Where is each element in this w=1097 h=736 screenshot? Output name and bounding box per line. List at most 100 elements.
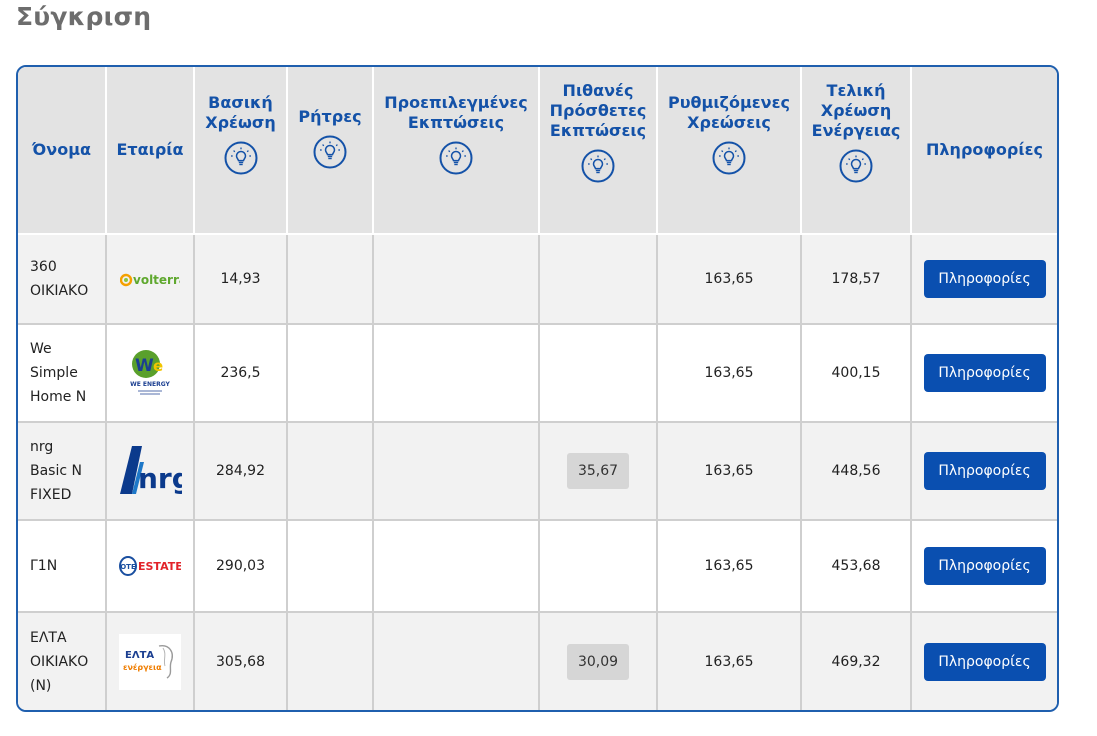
company-logo-cell: ΕΛΤΑ ενέργεια: [106, 612, 195, 710]
lightbulb-info-icon[interactable]: [712, 133, 746, 175]
extra-discounts-cell: [539, 324, 658, 423]
company-logo-cell: W e WE ENERGY: [106, 324, 195, 423]
plan-name-line: nrg: [30, 439, 54, 455]
final-charge-cell: 400,15: [801, 324, 912, 423]
lightbulb-info-icon[interactable]: [439, 133, 473, 175]
extra-discount-badge: 35,67: [567, 453, 629, 489]
clauses-cell: [287, 612, 374, 710]
plan-name-line: Home N: [30, 389, 87, 405]
default-discounts-cell: [373, 520, 540, 613]
clauses-cell: [287, 520, 374, 613]
table-row: ΕΛΤΑ ΟΙΚΙΑΚΟ (N) ΕΛΤΑ ενέργεια: [18, 612, 1057, 710]
plan-name-cell: Γ1Ν: [18, 520, 107, 613]
column-header-regulated-charges[interactable]: Ρυθμιζόμενες Χρεώσεις: [657, 67, 802, 235]
header-label: Πιθανές Πρόσθετες Εκπτώσεις: [549, 81, 647, 140]
base-charge-cell: 236,5: [194, 324, 288, 423]
table-row: nrg Basic N FIXED nrg 284,92: [18, 422, 1057, 521]
column-header-company[interactable]: Εταιρία: [106, 67, 195, 235]
lightbulb-info-icon[interactable]: [581, 141, 615, 183]
clauses-cell: [287, 234, 374, 325]
table-row: Γ1Ν OTE ESTATE 290,03 163,65 45: [18, 520, 1057, 613]
lightbulb-info-icon[interactable]: [224, 133, 258, 175]
volterra-logo-text: volterra: [133, 273, 180, 287]
default-discounts-cell: [373, 612, 540, 710]
ote-estate-logo: OTE ESTATE: [107, 555, 193, 577]
svg-text:e: e: [153, 357, 163, 375]
base-charge-cell: 305,68: [194, 612, 288, 710]
header-label: Εταιρία: [116, 140, 184, 159]
regulated-charges-cell: 163,65: [657, 324, 802, 423]
extra-discounts-cell: [539, 520, 658, 613]
plan-name-line: Γ1Ν: [30, 558, 58, 574]
clauses-cell: [287, 422, 374, 521]
column-header-extra-discounts[interactable]: Πιθανές Πρόσθετες Εκπτώσεις: [539, 67, 658, 235]
default-discounts-cell: [373, 422, 540, 521]
final-charge-cell: 453,68: [801, 520, 912, 613]
info-button[interactable]: Πληροφορίες: [923, 547, 1046, 585]
company-logo-cell: nrg: [106, 422, 195, 521]
extra-discounts-cell: 35,67: [539, 422, 658, 521]
column-header-info: Πληροφορίες: [911, 67, 1057, 235]
column-header-clauses[interactable]: Ρήτρες: [287, 67, 374, 235]
comparison-table: Όνομα Εταιρία Βασική Χρέωση Ρήτρες: [18, 67, 1057, 710]
header-label: Προεπιλεγμένες Εκπτώσεις: [384, 93, 528, 132]
info-button[interactable]: Πληροφορίες: [923, 354, 1046, 392]
ote-estate-logo-text: ESTATE: [138, 560, 181, 573]
extra-discounts-cell: [539, 234, 658, 325]
plan-name-line: ΕΛΤΑ: [30, 629, 67, 646]
column-header-default-discounts[interactable]: Προεπιλεγμένες Εκπτώσεις: [373, 67, 540, 235]
extra-discount-badge: 30,09: [567, 643, 629, 680]
info-button[interactable]: Πληροφορίες: [923, 452, 1046, 490]
base-charge-cell: 290,03: [194, 520, 288, 613]
svg-text:W: W: [135, 356, 154, 376]
info-cell: Πληροφορίες: [911, 422, 1057, 521]
header-label: Όνομα: [32, 140, 91, 159]
lightbulb-info-icon[interactable]: [839, 141, 873, 183]
elta-energeia-logo: ΕΛΤΑ ενέργεια: [107, 633, 193, 690]
company-logo-cell: OTE ESTATE: [106, 520, 195, 613]
extra-discounts-cell: 30,09: [539, 612, 658, 710]
table-row: 360 ΟΙΚΙΑΚΟ volterra 14,93 1: [18, 234, 1057, 325]
plan-name-line: (N): [30, 677, 52, 694]
column-header-name[interactable]: Όνομα: [18, 67, 107, 235]
default-discounts-cell: [373, 324, 540, 423]
info-cell: Πληροφορίες: [911, 520, 1057, 613]
nrg-logo: nrg: [107, 442, 193, 500]
regulated-charges-cell: 163,65: [657, 612, 802, 710]
svg-text:ΕΛΤΑ: ΕΛΤΑ: [125, 650, 154, 661]
final-charge-cell: 448,56: [801, 422, 912, 521]
header-label: Ρυθμιζόμενες Χρεώσεις: [668, 93, 790, 132]
info-button[interactable]: Πληροφορίες: [923, 642, 1046, 681]
plan-name-line: FIXED: [30, 487, 72, 503]
info-button[interactable]: Πληροφορίες: [923, 260, 1046, 298]
svg-text:OTE: OTE: [120, 563, 136, 571]
regulated-charges-cell: 163,65: [657, 422, 802, 521]
plan-name-line: Basic N: [30, 463, 82, 479]
plan-name-line: Simple: [30, 365, 78, 381]
plan-name-cell: We Simple Home N: [18, 324, 107, 423]
header-label: Πληροφορίες: [926, 140, 1043, 159]
header-label: Ρήτρες: [298, 107, 362, 126]
info-cell: Πληροφορίες: [911, 324, 1057, 423]
lightbulb-info-icon[interactable]: [313, 127, 347, 169]
base-charge-cell: 14,93: [194, 234, 288, 325]
svg-text:ενέργεια: ενέργεια: [123, 662, 162, 672]
default-discounts-cell: [373, 234, 540, 325]
info-cell: Πληροφορίες: [911, 612, 1057, 710]
nrg-logo-text: nrg: [138, 462, 182, 495]
plan-name-line: 360: [30, 259, 57, 275]
plan-name-line: ΟΙΚΙΑΚΟ: [30, 283, 89, 299]
plan-name-cell: nrg Basic N FIXED: [18, 422, 107, 521]
we-energy-logo: W e WE ENERGY: [107, 347, 193, 399]
page-title: Σύγκριση: [16, 2, 152, 31]
plan-name-line: We: [30, 341, 52, 357]
column-header-base-charge[interactable]: Βασική Χρέωση: [194, 67, 288, 235]
column-header-final-charge[interactable]: Τελική Χρέωση Ενέργειας: [801, 67, 912, 235]
final-charge-cell: 178,57: [801, 234, 912, 325]
company-logo-cell: volterra: [106, 234, 195, 325]
header-label: Βασική Χρέωση: [205, 93, 276, 132]
final-charge-cell: 469,32: [801, 612, 912, 710]
plan-name-line: ΟΙΚΙΑΚΟ: [30, 653, 89, 670]
table-row: We Simple Home N W e WE ENERGY: [18, 324, 1057, 423]
comparison-table-container: Όνομα Εταιρία Βασική Χρέωση Ρήτρες: [16, 65, 1059, 712]
